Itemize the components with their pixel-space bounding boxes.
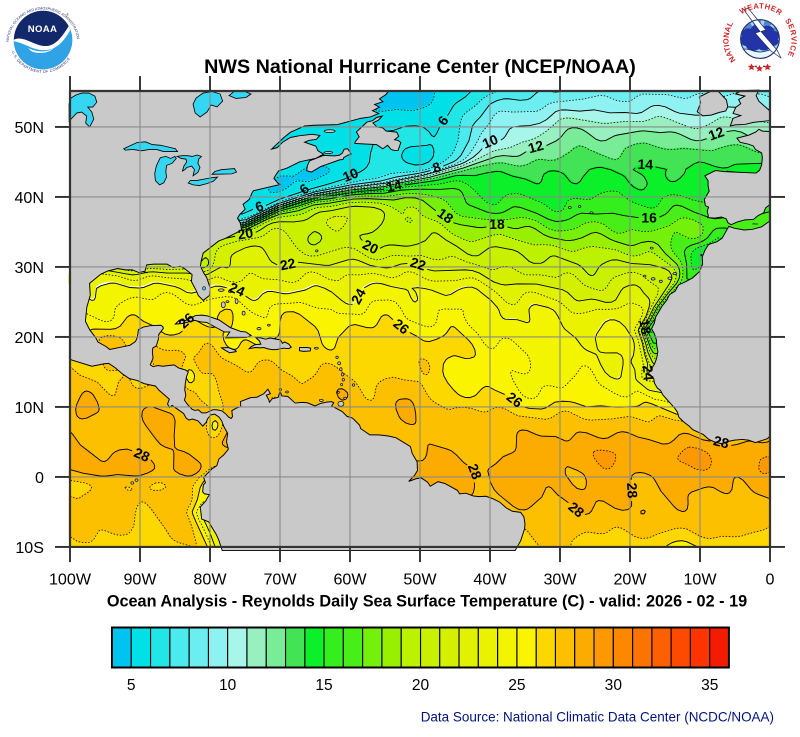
svg-text:10: 10	[219, 677, 237, 694]
svg-text:10N: 10N	[14, 399, 44, 417]
svg-text:20N: 20N	[14, 329, 44, 347]
svg-text:18: 18	[489, 216, 505, 232]
svg-text:NWS National Hurricane Center: NWS National Hurricane Center (NCEP/NOAA…	[204, 56, 636, 78]
svg-text:80W: 80W	[193, 571, 227, 589]
svg-text:90W: 90W	[123, 571, 157, 589]
svg-text:70W: 70W	[263, 571, 297, 589]
svg-text:15: 15	[315, 677, 332, 694]
svg-text:30N: 30N	[14, 259, 44, 277]
svg-text:30W: 30W	[543, 571, 577, 589]
svg-text:20: 20	[236, 224, 254, 242]
svg-text:SERVICE: SERVICE	[783, 17, 798, 59]
svg-text:30: 30	[605, 677, 623, 694]
svg-text:28: 28	[624, 482, 641, 499]
svg-text:25: 25	[508, 677, 525, 694]
svg-text:20: 20	[412, 677, 430, 694]
svg-text:0: 0	[35, 469, 44, 487]
svg-text:18: 18	[636, 318, 654, 336]
svg-text:100W: 100W	[49, 571, 92, 589]
svg-text:0: 0	[766, 571, 775, 589]
svg-text:12: 12	[526, 137, 545, 157]
svg-text:24: 24	[640, 364, 657, 381]
svg-text:Data Source: National Climatic: Data Source: National Climatic Data Cent…	[421, 710, 774, 725]
svg-text:60W: 60W	[333, 571, 367, 589]
svg-text:5: 5	[127, 677, 136, 694]
svg-text:50N: 50N	[14, 119, 44, 137]
svg-text:28: 28	[132, 444, 153, 465]
svg-text:20W: 20W	[613, 571, 647, 589]
svg-text:14: 14	[637, 156, 653, 173]
svg-text:®: ®	[66, 12, 69, 17]
svg-text:24: 24	[348, 285, 370, 306]
svg-text:24: 24	[227, 279, 248, 300]
svg-text:20: 20	[360, 236, 381, 257]
svg-text:WEATHER: WEATHER	[738, 1, 784, 17]
svg-text:10S: 10S	[15, 539, 44, 557]
svg-text:28: 28	[465, 461, 485, 481]
svg-text:10W: 10W	[683, 571, 717, 589]
svg-text:10: 10	[480, 131, 501, 152]
svg-text:10: 10	[340, 164, 361, 185]
svg-text:28: 28	[712, 432, 731, 451]
svg-text:22: 22	[408, 254, 428, 274]
svg-text:22: 22	[279, 255, 298, 274]
svg-text:Ocean Analysis - Reynolds Dail: Ocean Analysis - Reynolds Daily Sea Surf…	[107, 592, 747, 610]
svg-text:40N: 40N	[14, 189, 44, 207]
svg-text:50W: 50W	[403, 571, 437, 589]
svg-text:12: 12	[706, 123, 726, 143]
svg-text:NOAA: NOAA	[28, 24, 57, 35]
svg-text:40W: 40W	[473, 571, 507, 589]
svg-text:NATIONAL: NATIONAL	[721, 20, 737, 65]
svg-text:14: 14	[385, 176, 404, 195]
svg-text:16: 16	[641, 209, 657, 225]
svg-text:35: 35	[701, 677, 718, 694]
